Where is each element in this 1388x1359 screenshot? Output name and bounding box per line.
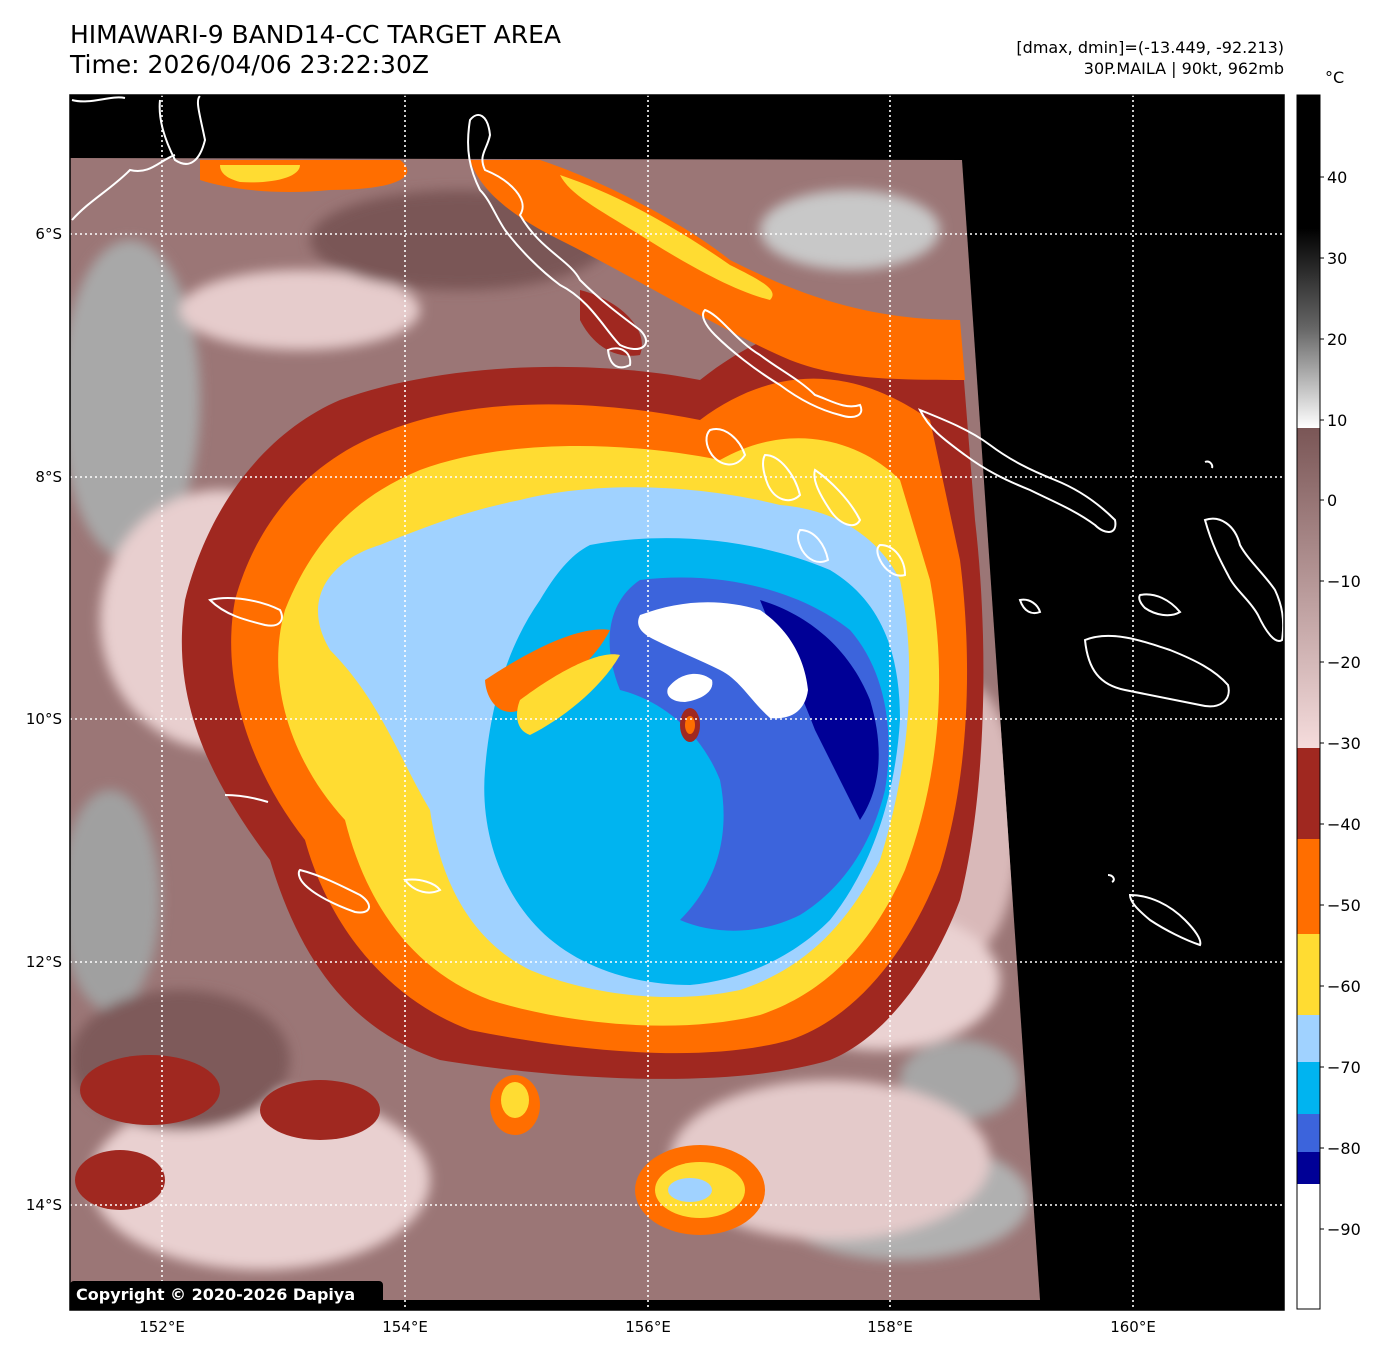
storm-cloud-shield [181, 320, 984, 1079]
colorbar-tick: −30 [1327, 734, 1361, 753]
lon-label: 158°E [867, 1318, 913, 1336]
colorbar-tick: −60 [1327, 977, 1361, 996]
temperature-colorbar: 40 30 20 10 0 −10 −20 −30 −40 −50 −60 −7… [1296, 94, 1361, 1310]
storm-summary: 30P.MAILA | 90kt, 962mb [1083, 59, 1284, 78]
imagery-swath [70, 158, 1040, 1300]
southern-convection [75, 1055, 765, 1235]
spiral-band-yellow [517, 654, 620, 735]
colorbar-tick: 10 [1327, 411, 1347, 430]
time-line: Time: 2026/04/06 23:22:30Z [70, 50, 429, 79]
title-line: HIMAWARI-9 BAND14-CC TARGET AREA [70, 20, 562, 49]
colorbar-tick: −10 [1327, 572, 1361, 591]
lon-label: 160°E [1110, 1318, 1156, 1336]
latitude-labels: 6°S 8°S 10°S 12°S 14°S [26, 225, 62, 1214]
band-coldest-white [638, 602, 808, 719]
storm-info: [dmax, dmin]=(-13.449, -92.213) 30P.MAIL… [1016, 37, 1284, 79]
colorbar-tick: 30 [1327, 249, 1347, 268]
copyright-badge: Copyright © 2020-2026 Dapiya [70, 1281, 383, 1308]
colorbar-tick: −50 [1327, 896, 1361, 915]
graticule [70, 95, 1284, 1310]
colorbar-tick: 40 [1327, 168, 1347, 187]
lat-label: 6°S [35, 225, 62, 243]
lon-label: 154°E [382, 1318, 428, 1336]
lat-label: 10°S [26, 710, 62, 728]
coldest-blob-small [667, 673, 713, 702]
longitude-labels: 152°E 154°E 156°E 158°E 160°E [139, 1318, 1156, 1336]
lat-label: 14°S [26, 1196, 62, 1214]
figure-title: HIMAWARI-9 BAND14-CC TARGET AREA Time: 2… [70, 20, 561, 80]
map-frame [69, 94, 1285, 1311]
colorbar-tick: −40 [1327, 815, 1361, 834]
colorbar-tick: −90 [1327, 1220, 1361, 1239]
copyright-text: Copyright © 2020-2026 Dapiya [76, 1285, 355, 1304]
lat-label: 8°S [35, 468, 62, 486]
colorbar-unit: °C [1325, 68, 1345, 87]
colorbar-tick: −20 [1327, 653, 1361, 672]
colorbar-tick: −80 [1327, 1139, 1361, 1158]
dmax-dmin-readout: [dmax, dmin]=(-13.449, -92.213) [1016, 38, 1284, 57]
colorbar-tick: −70 [1327, 1058, 1361, 1077]
colorbar-tick: 20 [1327, 330, 1347, 349]
lon-label: 156°E [625, 1318, 671, 1336]
spiral-band-orange [485, 629, 610, 712]
coastlines [71, 95, 1284, 947]
northern-cloud-band [200, 160, 965, 380]
lon-label: 152°E [139, 1318, 185, 1336]
satellite-map [70, 95, 1284, 1310]
colorbar-tick: 0 [1327, 491, 1337, 510]
lat-label: 12°S [26, 953, 62, 971]
